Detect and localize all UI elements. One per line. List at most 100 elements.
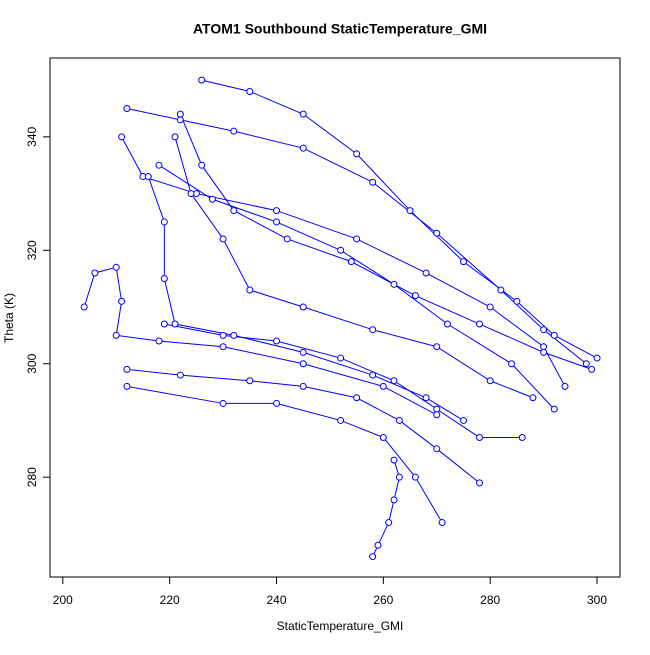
point bbox=[299, 144, 307, 152]
point bbox=[588, 365, 596, 373]
point bbox=[273, 207, 281, 215]
x-tick-label: 220 bbox=[160, 593, 180, 607]
point bbox=[406, 207, 414, 215]
point bbox=[369, 553, 377, 561]
point bbox=[219, 235, 227, 243]
point bbox=[390, 377, 398, 385]
point bbox=[91, 269, 99, 277]
point bbox=[395, 416, 403, 424]
y-tick-label: 300 bbox=[25, 353, 39, 373]
point bbox=[176, 116, 184, 124]
point bbox=[518, 433, 526, 441]
point bbox=[273, 337, 281, 345]
point bbox=[299, 360, 307, 368]
x-tick-label: 280 bbox=[480, 593, 500, 607]
point bbox=[443, 320, 451, 328]
point bbox=[299, 303, 307, 311]
point bbox=[198, 76, 206, 84]
point bbox=[369, 178, 377, 186]
point bbox=[395, 473, 403, 481]
point bbox=[219, 331, 227, 339]
point bbox=[273, 399, 281, 407]
point bbox=[540, 348, 548, 356]
point bbox=[433, 229, 441, 237]
point bbox=[486, 377, 494, 385]
line bbox=[126, 368, 480, 484]
point bbox=[299, 382, 307, 390]
point bbox=[198, 161, 206, 169]
point bbox=[230, 331, 238, 339]
point bbox=[187, 190, 195, 198]
point bbox=[433, 405, 441, 413]
point bbox=[374, 541, 382, 549]
point bbox=[246, 87, 254, 95]
line bbox=[83, 266, 438, 416]
x-tick-label: 200 bbox=[53, 593, 73, 607]
point bbox=[385, 519, 393, 527]
point bbox=[438, 519, 446, 527]
y-tick-label: 280 bbox=[25, 467, 39, 487]
x-tick-label: 300 bbox=[587, 593, 607, 607]
point bbox=[497, 286, 505, 294]
point bbox=[219, 399, 227, 407]
point bbox=[353, 235, 361, 243]
point bbox=[513, 297, 521, 305]
point bbox=[299, 110, 307, 118]
point bbox=[160, 275, 168, 283]
point bbox=[459, 258, 467, 266]
point bbox=[155, 337, 163, 345]
point bbox=[176, 110, 184, 118]
line bbox=[158, 164, 555, 410]
point bbox=[171, 320, 179, 328]
point bbox=[246, 377, 254, 385]
point bbox=[112, 263, 120, 271]
point bbox=[550, 331, 558, 339]
point bbox=[369, 371, 377, 379]
point bbox=[422, 394, 430, 402]
point bbox=[561, 382, 569, 390]
point bbox=[379, 433, 387, 441]
point bbox=[80, 303, 88, 311]
x-axis-label: StaticTemperature_GMI bbox=[277, 619, 404, 633]
point bbox=[411, 473, 419, 481]
point bbox=[433, 343, 441, 351]
point bbox=[369, 326, 377, 334]
x-tick-label: 240 bbox=[266, 593, 286, 607]
point bbox=[246, 286, 254, 294]
point bbox=[459, 416, 467, 424]
chart-title: ATOM1 Southbound StaticTemperature_GMI bbox=[193, 21, 487, 37]
point bbox=[123, 382, 131, 390]
point bbox=[171, 133, 179, 141]
point bbox=[230, 207, 238, 215]
point bbox=[144, 173, 152, 181]
y-axis-label: Theta (K) bbox=[2, 293, 16, 343]
point bbox=[379, 382, 387, 390]
point bbox=[390, 456, 398, 464]
point bbox=[118, 297, 126, 305]
point bbox=[582, 360, 590, 368]
point bbox=[433, 411, 441, 419]
point bbox=[208, 195, 216, 203]
point bbox=[155, 161, 163, 169]
point bbox=[476, 320, 484, 328]
point bbox=[219, 343, 227, 351]
point bbox=[422, 269, 430, 277]
point bbox=[476, 433, 484, 441]
point bbox=[486, 303, 494, 311]
point bbox=[540, 343, 548, 351]
point bbox=[411, 292, 419, 300]
point bbox=[353, 150, 361, 158]
point bbox=[337, 246, 345, 254]
point bbox=[347, 258, 355, 266]
point bbox=[176, 371, 184, 379]
point bbox=[390, 496, 398, 504]
point bbox=[123, 365, 131, 373]
point bbox=[299, 348, 307, 356]
point bbox=[230, 127, 238, 135]
point bbox=[476, 479, 484, 487]
y-tick-label: 340 bbox=[25, 127, 39, 147]
point bbox=[390, 280, 398, 288]
point bbox=[118, 133, 126, 141]
point bbox=[337, 416, 345, 424]
